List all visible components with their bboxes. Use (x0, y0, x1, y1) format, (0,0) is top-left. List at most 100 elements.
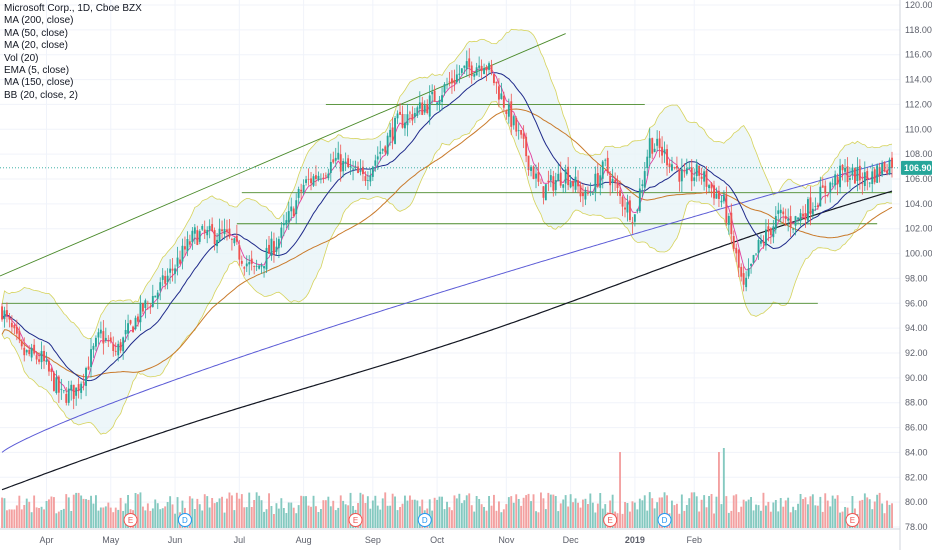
candle[interactable] (886, 163, 888, 176)
candle[interactable] (80, 381, 83, 400)
candle[interactable] (374, 154, 377, 172)
candle[interactable] (651, 137, 654, 160)
candle[interactable] (809, 186, 812, 226)
candle[interactable] (752, 254, 755, 265)
candle[interactable] (13, 323, 16, 335)
candle[interactable] (25, 349, 28, 356)
legend-vol-20[interactable]: Vol (20) (4, 52, 39, 64)
candle[interactable] (166, 268, 169, 290)
candle[interactable] (322, 173, 325, 184)
candle[interactable] (740, 263, 743, 282)
candle[interactable] (15, 319, 18, 341)
candle[interactable] (305, 175, 307, 186)
candle[interactable] (161, 268, 164, 287)
candle[interactable] (95, 335, 97, 352)
candle[interactable] (122, 336, 125, 360)
candle[interactable] (559, 161, 562, 188)
candle[interactable] (750, 263, 752, 274)
candle[interactable] (176, 246, 179, 276)
candle[interactable] (478, 56, 481, 78)
candle[interactable] (582, 183, 584, 207)
candle[interactable] (20, 338, 23, 350)
candle[interactable] (307, 168, 310, 186)
candle[interactable] (142, 302, 144, 315)
candle[interactable] (782, 207, 785, 224)
candle[interactable] (530, 165, 532, 177)
candle[interactable] (747, 258, 750, 279)
candle[interactable] (107, 335, 110, 348)
candle[interactable] (191, 227, 194, 250)
candle[interactable] (616, 175, 619, 196)
candle[interactable] (794, 215, 797, 236)
candle[interactable] (327, 168, 330, 181)
candle[interactable] (611, 168, 614, 193)
candle[interactable] (35, 351, 38, 365)
candle[interactable] (18, 326, 21, 344)
candle[interactable] (839, 158, 841, 194)
candle[interactable] (841, 164, 844, 181)
candle[interactable] (765, 219, 767, 251)
candle[interactable] (656, 130, 659, 152)
candle[interactable] (871, 163, 874, 192)
candle[interactable] (589, 182, 592, 197)
candle[interactable] (268, 235, 270, 254)
candle[interactable] (406, 103, 409, 137)
candle[interactable] (718, 185, 720, 208)
candle[interactable] (678, 168, 681, 192)
candle[interactable] (300, 183, 303, 200)
candle[interactable] (23, 337, 26, 362)
candles[interactable] (1, 48, 893, 410)
candle[interactable] (799, 208, 802, 227)
candle[interactable] (55, 370, 58, 395)
candle[interactable] (653, 143, 656, 153)
candle[interactable] (33, 339, 36, 356)
candle[interactable] (60, 378, 63, 400)
candle[interactable] (703, 168, 706, 191)
candle[interactable] (789, 205, 792, 237)
candle[interactable] (181, 238, 184, 270)
candle[interactable] (386, 132, 389, 157)
candle[interactable] (863, 161, 866, 191)
candle[interactable] (700, 167, 703, 185)
candle[interactable] (310, 171, 312, 191)
candle[interactable] (695, 159, 698, 182)
candle[interactable] (824, 180, 827, 204)
candle[interactable] (409, 110, 411, 123)
candle[interactable] (638, 178, 641, 214)
candle[interactable] (376, 146, 379, 171)
candle[interactable] (520, 130, 523, 139)
candle[interactable] (624, 197, 626, 218)
candle[interactable] (226, 219, 228, 241)
candle[interactable] (369, 168, 372, 187)
candle[interactable] (540, 178, 542, 184)
candle[interactable] (488, 61, 490, 75)
candle[interactable] (562, 183, 565, 193)
candle[interactable] (85, 366, 87, 397)
candle[interactable] (139, 295, 142, 331)
candle[interactable] (777, 202, 780, 221)
candle[interactable] (137, 313, 139, 327)
candle[interactable] (448, 72, 451, 87)
candle[interactable] (512, 114, 515, 130)
legend-ema-5[interactable]: EMA (5, close) (4, 65, 70, 77)
candle[interactable] (648, 128, 651, 167)
candle[interactable] (203, 220, 206, 240)
candle[interactable] (522, 125, 525, 149)
candle[interactable] (99, 321, 102, 339)
candle[interactable] (273, 232, 275, 263)
candle[interactable] (114, 342, 117, 356)
candle[interactable] (690, 159, 693, 191)
candle[interactable] (844, 159, 846, 183)
candle[interactable] (596, 163, 599, 189)
candle[interactable] (216, 232, 218, 254)
candle[interactable] (132, 325, 134, 333)
candle[interactable] (708, 183, 710, 193)
candle[interactable] (416, 105, 419, 118)
candle[interactable] (213, 227, 216, 251)
candle[interactable] (292, 206, 295, 217)
candle[interactable] (245, 255, 248, 273)
candle[interactable] (238, 239, 241, 266)
candle[interactable] (609, 171, 612, 196)
candle[interactable] (475, 62, 478, 76)
